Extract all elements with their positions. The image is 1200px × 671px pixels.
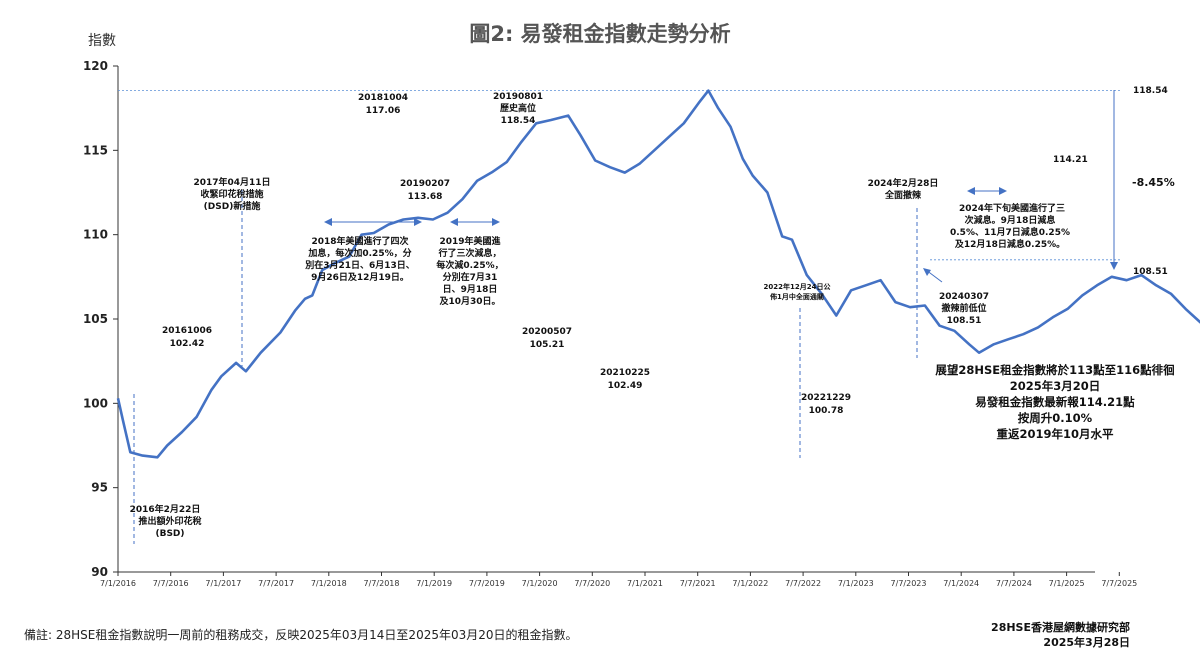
ref-low-label: 108.51 <box>1133 267 1168 277</box>
ann-20200507-date: 20200507 <box>522 327 572 337</box>
drop-arrow-head <box>1110 262 1118 270</box>
ann-2019-line6: 及10月30日。 <box>439 296 500 307</box>
y-tick-label: 100 <box>83 396 108 410</box>
ann-2019-line3: 每次減0.25%， <box>436 259 503 271</box>
x-tick-label: 7/7/2022 <box>785 579 821 588</box>
range-arrow-2024 <box>967 187 1007 195</box>
credit-org: 28HSE香港屋網數據研究部 <box>991 621 1130 634</box>
x-tick-label: 7/1/2020 <box>522 579 558 588</box>
x-tick-label: 7/1/2017 <box>205 579 241 588</box>
ann-20190207-date: 20190207 <box>400 179 450 189</box>
ann-2017-line2: 收緊印花稅措施 <box>200 188 263 200</box>
ann-2016-line2: 推出額外印花稅 <box>138 515 201 527</box>
ann-2016-line1: 2016年2月22日 <box>130 503 201 515</box>
x-ticks: 7/1/2016 7/7/2016 7/1/2017 7/7/2017 7/1/2018… <box>100 572 1137 588</box>
ann-2017-line1: 2017年04月11日 <box>193 176 270 188</box>
x-tick-label: 7/7/2017 <box>258 579 294 588</box>
ann-2024b-line1: 2024年下旬美國進行了三 <box>959 202 1065 214</box>
ann-2019-line4: 分別在7月31 <box>443 271 498 283</box>
ann-20221229-date: 20221229 <box>801 393 851 403</box>
ann-20190801-value: 118.54 <box>501 116 536 126</box>
ann-2024b-line2: 次減息。9月18日減息 <box>965 214 1056 226</box>
x-tick-label: 7/7/2018 <box>364 579 400 588</box>
ann-2016-line3: (BSD) <box>155 529 184 539</box>
x-tick-label: 7/7/2019 <box>469 579 505 588</box>
ann-20210225-value: 102.49 <box>608 381 643 391</box>
ann-2017-line3: (DSD)新措施 <box>204 200 261 212</box>
ann-20221229-value: 100.78 <box>809 406 844 416</box>
ann-2024-line1: 2024年2月28日 <box>868 177 939 189</box>
ann-2018-line2: 加息，每次加0.25%，分 <box>307 247 411 259</box>
ann-2019-line2: 行了三次減息， <box>437 247 501 259</box>
ann-20240307-label: 撤辣前低位 <box>941 302 986 314</box>
ann-20190801-date: 20190801 <box>493 92 543 102</box>
y-axis-label: 指數 <box>88 33 116 49</box>
y-tick-label: 105 <box>83 312 108 326</box>
ann-2019-line1: 2019年美國進 <box>439 235 501 247</box>
range-arrow-2019 <box>450 218 500 226</box>
ann-2024b-line3: 0.5%、11月7日減息0.25% <box>950 226 1070 238</box>
pct-change: -8.45% <box>1132 176 1175 189</box>
ann-2019-line5: 日、9月18日 <box>443 284 498 295</box>
x-tick-label: 7/1/2021 <box>627 579 663 588</box>
outlook-line3: 易發租金指數最新報114.21點 <box>975 395 1135 409</box>
x-tick-label: 7/7/2025 <box>1101 579 1137 588</box>
pointer-head <box>923 268 931 276</box>
x-tick-label: 7/1/2022 <box>732 579 768 588</box>
credit: 28HSE香港屋網數據研究部 2025年3月28日 <box>991 620 1130 650</box>
ann-last-value: 114.21 <box>1053 155 1088 165</box>
x-tick-label: 7/7/2020 <box>574 579 610 588</box>
ann-2018-line3: 別在3月21日、6月13日、 <box>304 259 415 271</box>
ann-20200507-value: 105.21 <box>530 340 565 350</box>
x-tick-label: 7/7/2023 <box>891 579 927 588</box>
outlook-line1: 展望28HSE租金指數將於113點至116點徘徊 <box>935 363 1175 377</box>
ann-20190801-label: 歷史高位 <box>500 102 536 114</box>
x-tick-label: 7/1/2024 <box>943 579 979 588</box>
ann-20161006-value: 102.42 <box>170 339 205 349</box>
ref-high-label: 118.54 <box>1133 86 1168 96</box>
credit-date: 2025年3月28日 <box>1043 636 1130 649</box>
footnote: 備註: 28HSE租金指數說明一周前的租務成交，反映2025年03月14日至20… <box>24 628 578 642</box>
ann-2018-line1: 2018年美國進行了四次 <box>311 235 408 247</box>
ann-20161006-date: 20161006 <box>162 326 212 336</box>
range-arrow-2018 <box>324 218 422 226</box>
ann-2024-line2: 全面撤辣 <box>884 189 922 201</box>
outlook-box: 展望28HSE租金指數將於113點至116點徘徊 2025年3月20日 易發租金… <box>915 362 1195 442</box>
y-tick-label: 120 <box>83 59 108 73</box>
ann-20210225-date: 20210225 <box>600 368 650 378</box>
x-tick-label: 7/7/2016 <box>153 579 189 588</box>
ann-2022-line1: 2022年12月24日公 <box>764 282 831 291</box>
ann-20190207-value: 113.68 <box>408 192 443 202</box>
outlook-line2: 2025年3月20日 <box>1009 379 1101 393</box>
y-tick-label: 95 <box>91 481 108 495</box>
y-ticks: 90 95 100 105 110 115 120 <box>83 59 118 579</box>
chart-title: 圖2: 易發租金指數走勢分析 <box>469 22 731 46</box>
ann-2024b-line4: 及12月18日減息0.25%。 <box>955 238 1065 250</box>
outlook-line5: 重返2019年10月水平 <box>996 427 1114 441</box>
x-tick-label: 7/1/2023 <box>838 579 874 588</box>
x-tick-label: 7/1/2019 <box>416 579 452 588</box>
ann-20240307-value: 108.51 <box>947 316 982 326</box>
ann-2018-line4: 9月26日及12月19日。 <box>311 272 409 283</box>
x-tick-label: 7/1/2025 <box>1049 579 1085 588</box>
y-tick-label: 115 <box>83 143 108 157</box>
x-tick-label: 7/7/2021 <box>680 579 716 588</box>
x-tick-label: 7/1/2016 <box>100 579 136 588</box>
ann-20240307-date: 20240307 <box>939 292 989 302</box>
series-line <box>116 89 1200 459</box>
ann-20181004-value: 117.06 <box>366 106 401 116</box>
ann-2022-line2: 佈1月中全面通關 <box>769 292 824 301</box>
y-tick-label: 90 <box>91 565 108 579</box>
x-tick-label: 7/1/2018 <box>311 579 347 588</box>
outlook-line4: 按周升0.10% <box>1017 411 1093 425</box>
x-tick-label: 7/7/2024 <box>996 579 1032 588</box>
y-tick-label: 110 <box>83 228 108 242</box>
ann-20181004-date: 20181004 <box>358 93 408 103</box>
